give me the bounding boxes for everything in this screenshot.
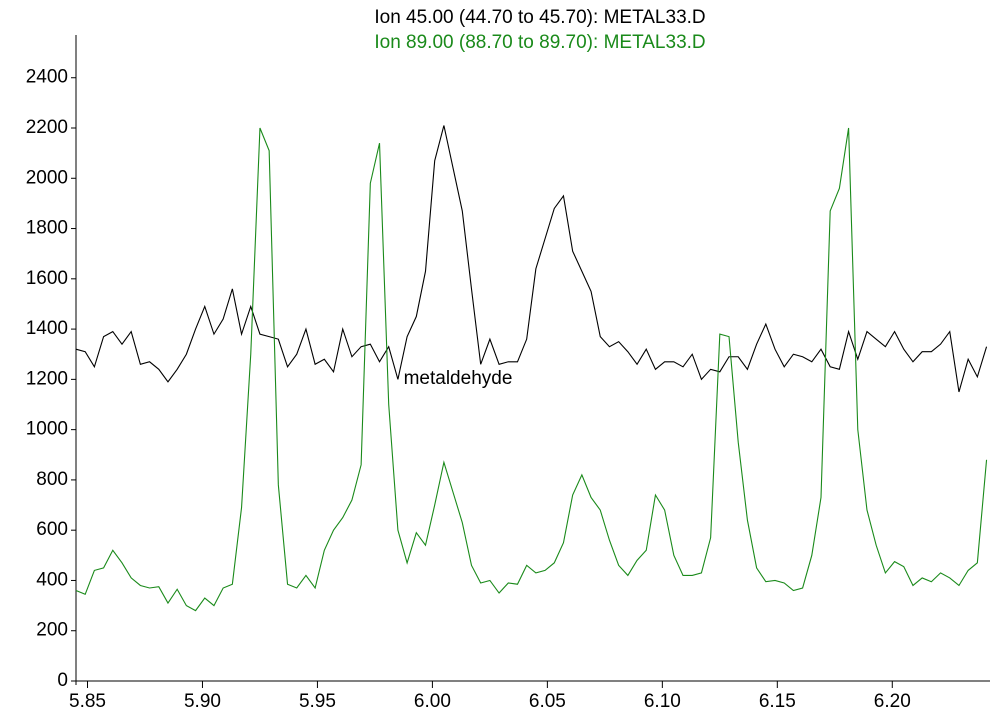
y-tick-label: 0 [57,670,68,691]
y-tick-label: 400 [36,569,68,590]
y-tick-label: 800 [36,469,68,490]
x-tick-label: 6.00 [414,691,451,712]
y-tick-label: 1400 [26,318,68,339]
series-line [75,127,988,612]
series-line [75,125,988,393]
y-tick-label: 1000 [26,419,68,440]
y-tick-label: 1200 [26,368,68,389]
y-tick-label: 600 [36,519,68,540]
y-tick-label: 2200 [26,117,68,138]
series-title: Ion 45.00 (44.70 to 45.70): METAL33.D [374,7,705,28]
series-title: Ion 89.00 (88.70 to 89.70): METAL33.D [374,32,705,53]
x-tick-label: 6.05 [529,691,566,712]
x-tick-label: 6.10 [644,691,681,712]
annotation: metaldehyde [404,368,513,389]
y-tick-label: 1800 [26,218,68,239]
y-tick-label: 200 [36,620,68,641]
x-tick-label: 6.20 [874,691,911,712]
x-tick-label: 5.90 [184,691,221,712]
x-tick-label: 5.85 [69,691,106,712]
y-tick-label: 2400 [26,67,68,88]
y-tick-label: 2000 [26,167,68,188]
x-tick-label: 6.15 [759,691,796,712]
x-tick-label: 5.95 [299,691,336,712]
y-tick-label: 1600 [26,268,68,289]
